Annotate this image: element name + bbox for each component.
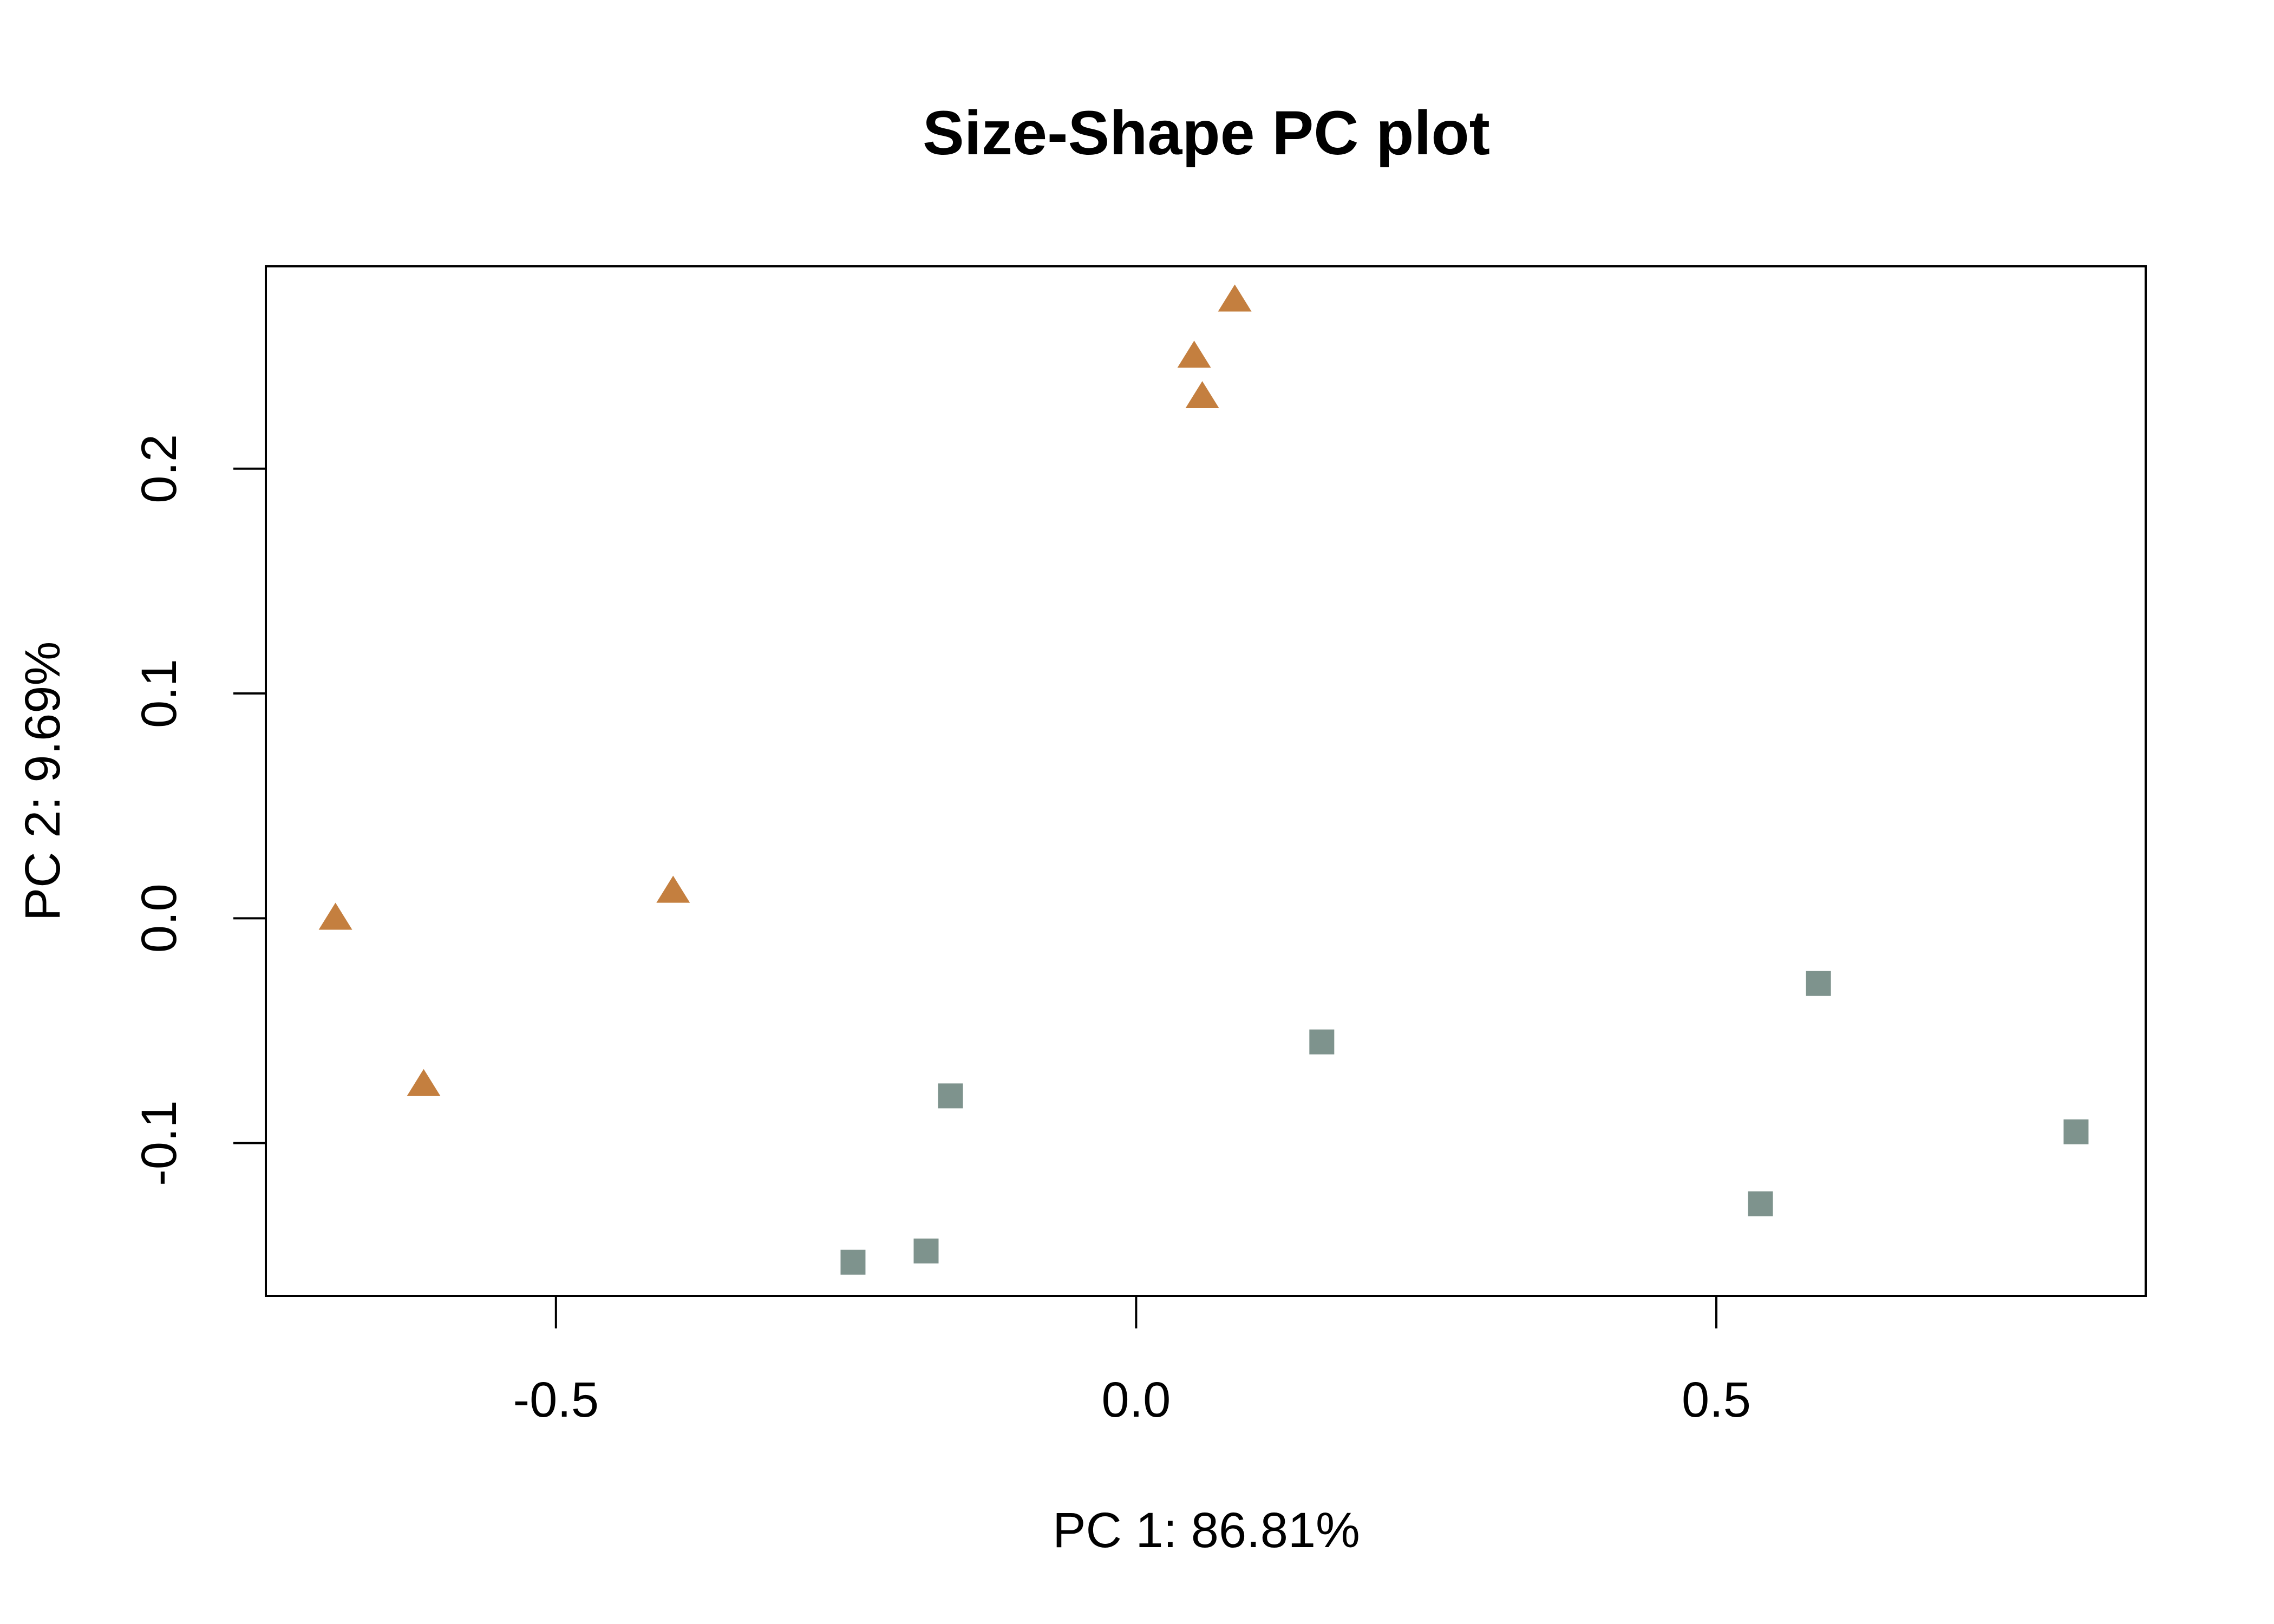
x-tick-label: -0.5 [513, 1372, 599, 1427]
y-tick-label: 0.2 [132, 434, 187, 503]
x-tick-label: 0.5 [1682, 1372, 1751, 1427]
x-axis-label: PC 1: 86.81% [1053, 1503, 1360, 1558]
square-point [1309, 1029, 1335, 1055]
triangle-point [1177, 340, 1211, 368]
chart-title: Size-Shape PC plot [923, 99, 1490, 168]
y-axis-label: PC 2: 9.69% [15, 641, 70, 921]
square-point [913, 1238, 939, 1263]
y-axis: -0.1 0.0 0.1 0.2 [132, 434, 267, 1186]
triangle-point [1185, 381, 1219, 409]
x-axis: -0.5 0.0 0.5 [513, 1295, 1751, 1427]
square-point [840, 1249, 866, 1275]
square-point [938, 1083, 963, 1109]
square-point [2063, 1119, 2089, 1144]
plot-frame [265, 265, 2147, 1297]
y-tick-label: 0.0 [132, 883, 187, 953]
triangle-point [407, 1069, 441, 1096]
y-tick-label: -0.1 [132, 1100, 187, 1186]
square-point [1806, 971, 1831, 996]
data-points [318, 284, 2089, 1275]
triangle-point [1218, 284, 1252, 312]
y-tick-label: 0.1 [132, 659, 187, 728]
square-point [1748, 1191, 1773, 1216]
triangle-point [656, 875, 690, 903]
triangle-point [318, 902, 352, 930]
x-tick-label: 0.0 [1101, 1372, 1171, 1427]
